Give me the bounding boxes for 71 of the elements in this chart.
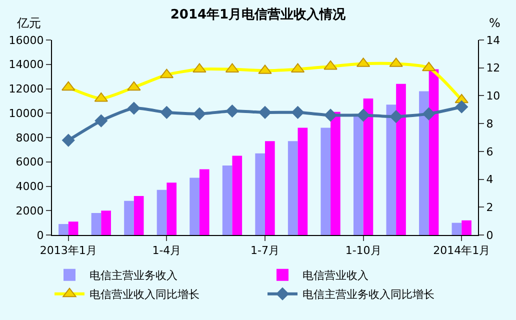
bar bbox=[462, 220, 472, 235]
point bbox=[62, 134, 75, 147]
point bbox=[422, 62, 436, 72]
bar bbox=[428, 69, 439, 235]
y-tick-label: 16000 bbox=[8, 34, 44, 47]
y-tick-label: 6000 bbox=[16, 156, 44, 169]
y-axis-title: 亿元 bbox=[16, 16, 41, 30]
y-tick-label: 10000 bbox=[8, 106, 44, 120]
legend-label: 电信主营业务收入同比增长 bbox=[302, 288, 434, 302]
y-tick-label: 8000 bbox=[16, 131, 44, 144]
point bbox=[455, 100, 468, 114]
y2-tick-label: 4 bbox=[486, 173, 494, 186]
point bbox=[226, 104, 239, 118]
point bbox=[390, 110, 402, 123]
y2-tick-label: 10 bbox=[486, 90, 500, 103]
bar bbox=[58, 224, 68, 235]
y-tick-label: 4000 bbox=[16, 180, 44, 194]
bar bbox=[190, 178, 200, 235]
x-tick-label: 1-7月 bbox=[250, 244, 280, 258]
x-tick-label: 2013年1月 bbox=[40, 244, 97, 258]
bar bbox=[255, 153, 265, 235]
y-tick-label: 14000 bbox=[8, 58, 44, 72]
bar bbox=[166, 182, 177, 235]
bar bbox=[232, 156, 242, 235]
point bbox=[160, 106, 174, 119]
bar bbox=[134, 196, 144, 235]
bar bbox=[320, 128, 331, 235]
bar bbox=[222, 166, 232, 235]
point bbox=[324, 108, 337, 122]
y2-axis-title: % bbox=[489, 16, 500, 30]
point bbox=[291, 106, 304, 119]
bar bbox=[363, 98, 374, 235]
point bbox=[94, 114, 108, 128]
bar bbox=[199, 169, 210, 235]
x-tick-label: 2014年1月 bbox=[433, 244, 490, 258]
y2-tick-label: 6 bbox=[486, 145, 494, 158]
y2-tick-label: 0 bbox=[486, 228, 494, 242]
point bbox=[127, 81, 141, 91]
bar bbox=[330, 112, 340, 235]
bar bbox=[101, 210, 111, 235]
x-tick-label: 1-4月 bbox=[152, 244, 182, 258]
bar bbox=[298, 128, 308, 235]
bar bbox=[156, 190, 167, 235]
bar bbox=[452, 222, 462, 235]
bar bbox=[288, 141, 298, 235]
y2-tick-label: 8 bbox=[486, 117, 494, 130]
point bbox=[422, 107, 436, 120]
y-tick-label: 2000 bbox=[16, 204, 44, 218]
x-tick-label: 1-10月 bbox=[345, 244, 382, 258]
point bbox=[356, 108, 370, 122]
legend-label: 电信营业收入 bbox=[302, 269, 368, 282]
y-tick-label: 0 bbox=[36, 228, 44, 242]
y-tick-label: 12000 bbox=[8, 82, 44, 96]
y2-tick-label: 12 bbox=[486, 62, 500, 75]
bar bbox=[68, 222, 78, 235]
y2-tick-label: 14 bbox=[486, 34, 500, 47]
point bbox=[324, 60, 338, 70]
bar bbox=[396, 84, 406, 235]
point bbox=[128, 102, 140, 115]
legend-label: 电信主营业务收入 bbox=[90, 269, 178, 282]
bar bbox=[265, 141, 275, 235]
bar bbox=[91, 213, 102, 235]
chart-title: 2014年1月电信营业收入情况 bbox=[170, 6, 347, 23]
point bbox=[258, 106, 272, 119]
bar bbox=[386, 104, 396, 235]
point bbox=[62, 81, 76, 91]
legend-label: 电信营业收入同比增长 bbox=[90, 288, 200, 302]
y2-tick-label: 2 bbox=[486, 200, 494, 214]
bar bbox=[419, 91, 429, 235]
bar bbox=[124, 200, 134, 235]
point bbox=[193, 107, 206, 120]
